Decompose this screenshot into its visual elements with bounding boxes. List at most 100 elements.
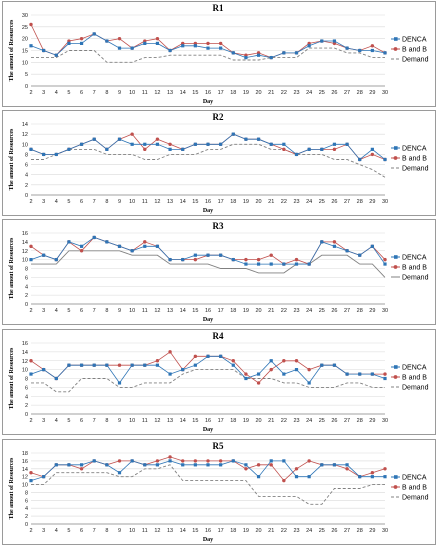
data-point-b-and-b bbox=[345, 467, 349, 471]
x-tick-label: 20 bbox=[256, 308, 262, 314]
x-tick-label: 6 bbox=[80, 199, 83, 205]
y-tick-label: 10 bbox=[22, 142, 28, 148]
x-tick-label: 29 bbox=[369, 308, 375, 314]
data-point-denca bbox=[155, 244, 160, 248]
data-point-denca bbox=[256, 372, 261, 376]
x-tick-label: 29 bbox=[369, 199, 375, 205]
data-point-denca bbox=[345, 463, 349, 467]
x-tick-label: 8 bbox=[105, 199, 108, 205]
y-tick-label: 15 bbox=[22, 49, 28, 55]
y-tick-label: 10 bbox=[22, 368, 28, 374]
data-point-denca bbox=[130, 249, 134, 253]
data-point-denca bbox=[42, 368, 46, 372]
y-tick-label: 10 bbox=[22, 258, 28, 264]
x-tick-label: 7 bbox=[93, 308, 96, 314]
x-tick-label: 13 bbox=[167, 308, 173, 314]
data-point-b-and-b bbox=[117, 459, 122, 463]
data-point-denca bbox=[117, 471, 122, 475]
data-point-denca bbox=[244, 376, 248, 381]
legend-marker bbox=[393, 47, 398, 51]
data-point-b-and-b bbox=[79, 249, 84, 253]
chart-panel-r3: R3 0 2 4 6 8 10 12 14 16 2 3 4 5 6 7 8 9 10 11 12 13 14 15 16 17 1… bbox=[2, 219, 436, 325]
data-point-denca bbox=[269, 359, 273, 363]
legend-label: Demand bbox=[402, 495, 429, 502]
data-point-denca bbox=[370, 372, 374, 376]
series-line-demand bbox=[31, 369, 385, 393]
data-point-denca bbox=[143, 463, 147, 467]
x-tick-label: 14 bbox=[180, 418, 186, 424]
y-tick-label: 12 bbox=[22, 132, 28, 138]
data-point-denca bbox=[206, 46, 210, 50]
y-tick-label: 2 bbox=[25, 293, 28, 299]
data-point-denca bbox=[143, 244, 147, 248]
legend-label: B and B bbox=[402, 47, 427, 54]
data-point-denca bbox=[92, 32, 96, 36]
x-tick-label: 21 bbox=[268, 528, 274, 534]
x-tick-label: 19 bbox=[243, 90, 249, 96]
legend-label: B and B bbox=[402, 375, 427, 382]
x-tick-label: 2 bbox=[29, 199, 32, 205]
legend-marker bbox=[394, 146, 398, 150]
x-tick-label: 16 bbox=[205, 90, 211, 96]
data-point-denca bbox=[54, 463, 58, 467]
data-point-denca bbox=[143, 363, 147, 367]
x-tick-label: 24 bbox=[306, 418, 312, 424]
x-tick-label: 22 bbox=[281, 308, 287, 314]
data-point-denca bbox=[244, 137, 248, 141]
data-point-denca bbox=[231, 363, 235, 367]
data-point-denca bbox=[105, 463, 109, 467]
data-point-denca bbox=[67, 463, 71, 467]
data-point-denca bbox=[307, 262, 311, 266]
x-tick-label: 25 bbox=[319, 199, 325, 205]
x-tick-label: 24 bbox=[306, 528, 312, 534]
data-point-b-and-b bbox=[269, 463, 273, 467]
x-tick-label: 9 bbox=[118, 199, 121, 205]
y-tick-label: 2 bbox=[25, 183, 28, 189]
data-point-b-and-b bbox=[206, 41, 210, 46]
data-point-denca bbox=[282, 51, 286, 55]
x-tick-label: 27 bbox=[344, 528, 350, 534]
data-point-denca bbox=[79, 363, 84, 367]
data-point-denca bbox=[42, 475, 46, 479]
data-point-denca bbox=[206, 253, 210, 257]
x-tick-label: 23 bbox=[293, 308, 299, 314]
data-point-b-and-b bbox=[79, 36, 84, 41]
data-point-denca bbox=[117, 46, 122, 50]
data-point-denca bbox=[219, 46, 223, 50]
x-tick-label: 11 bbox=[142, 308, 148, 314]
y-tick-label: 6 bbox=[25, 385, 28, 391]
data-point-denca bbox=[383, 475, 387, 479]
legend-label: DENCA bbox=[402, 475, 427, 482]
x-tick-label: 12 bbox=[154, 90, 160, 96]
x-tick-label: 3 bbox=[42, 90, 45, 96]
legend-label: DENCA bbox=[402, 365, 427, 372]
y-tick-label: 0 bbox=[25, 522, 28, 528]
data-point-denca bbox=[105, 147, 109, 151]
data-point-denca bbox=[332, 363, 337, 367]
x-tick-label: 11 bbox=[142, 418, 148, 424]
data-point-denca bbox=[269, 142, 273, 146]
x-tick-label: 28 bbox=[357, 199, 363, 205]
data-point-denca bbox=[345, 142, 349, 146]
x-tick-label: 25 bbox=[319, 90, 325, 96]
data-point-denca bbox=[358, 253, 362, 257]
x-tick-label: 21 bbox=[268, 90, 274, 96]
y-tick-label: 2 bbox=[25, 514, 28, 520]
data-point-b-and-b bbox=[117, 36, 122, 41]
legend-marker bbox=[394, 365, 398, 369]
data-point-denca bbox=[117, 381, 122, 385]
legend-marker bbox=[393, 375, 398, 379]
data-point-denca bbox=[181, 368, 185, 372]
data-point-denca bbox=[370, 244, 374, 248]
data-point-denca bbox=[370, 475, 374, 479]
x-tick-label: 15 bbox=[192, 199, 198, 205]
x-tick-label: 10 bbox=[129, 418, 135, 424]
y-tick-label: 14 bbox=[22, 350, 28, 356]
x-tick-label: 16 bbox=[205, 199, 211, 205]
data-point-denca bbox=[282, 142, 286, 146]
x-tick-label: 17 bbox=[218, 199, 224, 205]
